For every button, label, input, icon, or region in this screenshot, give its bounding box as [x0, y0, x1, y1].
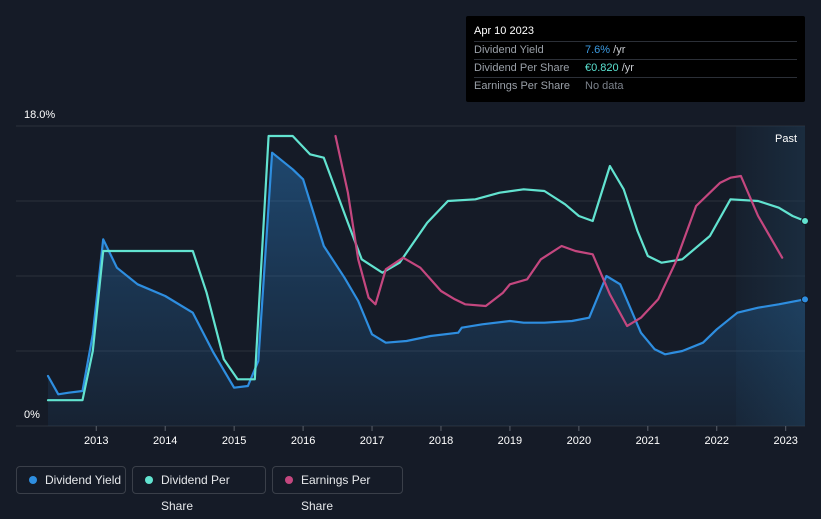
x-tick-label: 2016 — [291, 435, 315, 447]
tooltip-unit: /yr — [610, 44, 626, 56]
x-tick-label: 2020 — [567, 435, 591, 447]
x-tick-label: 2017 — [360, 435, 384, 447]
legend-earnings-per-share[interactable]: Earnings Per Share — [272, 466, 403, 513]
dividend-yield-line — [46, 151, 807, 396]
legend-label: Dividend Yield — [45, 473, 122, 487]
x-tick-label: 2022 — [705, 435, 729, 447]
y-tick-label-bottom: 0% — [24, 409, 40, 421]
tooltip-row-earnings-per-share: Earnings Per Share No data — [474, 78, 797, 95]
dividend-yield-area — [48, 152, 805, 426]
x-tick-label: 2018 — [429, 435, 453, 447]
tooltip-value: No data — [585, 80, 624, 92]
dividend-yield-end-marker — [801, 295, 809, 304]
dividend-per-share-line — [46, 134, 807, 402]
y-tick-label-top: 18.0% — [24, 109, 55, 121]
legend-dividend-yield[interactable]: Dividend Yield — [16, 466, 126, 494]
x-tick-label: 2019 — [498, 435, 522, 447]
dividend-history-chart: 2013 2014 2015 2016 2017 2018 2019 2020 2021 2022… — [16, 109, 809, 447]
legend-dot-icon — [29, 476, 37, 484]
tooltip-label: Dividend Yield — [474, 44, 544, 56]
legend-dot-icon — [145, 476, 153, 484]
x-axis: 2013 2014 2015 2016 2017 2018 2019 2020 2021 2022… — [84, 426, 798, 447]
dividend-per-share-end-marker — [801, 217, 809, 225]
past-label: Past — [775, 133, 797, 145]
tooltip-unit: /yr — [618, 62, 634, 74]
legend-dot-icon — [285, 476, 293, 484]
tooltip-value: €0.820 — [585, 62, 619, 74]
earnings-per-share-line — [334, 134, 784, 328]
tooltip-label: Earnings Per Share — [474, 80, 570, 92]
x-tick-label: 2014 — [153, 435, 177, 447]
tooltip-value: 7.6% — [585, 44, 611, 56]
x-tick-label: 2023 — [773, 435, 797, 447]
y-axis: 18.0% 0% — [24, 109, 55, 421]
x-tick-label: 2015 — [222, 435, 246, 447]
tooltip-label: Dividend Per Share — [474, 62, 570, 74]
x-tick-label: 2013 — [84, 435, 108, 447]
data-tooltip: Apr 10 2023 Dividend Yield 7.6% /yr Divid… — [466, 16, 805, 102]
legend-dividend-per-share[interactable]: Dividend Per Share — [132, 466, 266, 513]
tooltip-date: Apr 10 2023 — [474, 24, 797, 42]
tooltip-row-dividend-yield: Dividend Yield 7.6% /yr — [474, 42, 797, 60]
tooltip-row-dividend-per-share: Dividend Per Share €0.820 /yr — [474, 60, 797, 78]
x-tick-label: 2021 — [636, 435, 660, 447]
